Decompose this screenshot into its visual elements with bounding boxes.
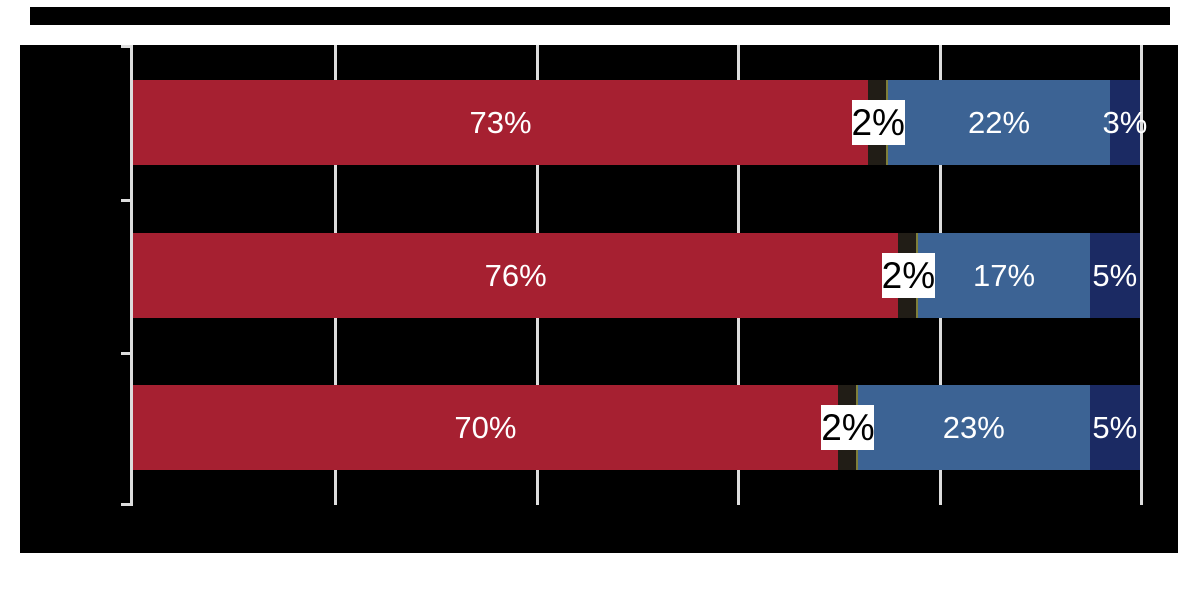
callout-value-label: 2% (821, 405, 875, 450)
bar-segment-segment-navy: 3% (1102, 80, 1147, 165)
bar-value-label: 5% (1092, 257, 1138, 293)
bar-value-label: 3% (1102, 104, 1148, 140)
y-axis-tick-3 (121, 503, 133, 506)
y-axis-line (130, 45, 133, 505)
chart-canvas: 73% 2% 22% 3% 76% 2% 17% 5% 70% 2% 23% 5% (20, 45, 1178, 553)
bar-value-label: 73% (469, 104, 532, 140)
y-axis-tick-1 (121, 199, 133, 202)
bar-value-label: 5% (1092, 409, 1138, 445)
chart-title-redacted (30, 7, 1170, 25)
bar-row-3: 70% 2% 23% 5% (133, 385, 1140, 470)
bar-row-1: 73% 2% 22% 3% (133, 80, 1147, 165)
bar-segment-segment-crimson: 73% (133, 80, 869, 165)
bar-segment-segment-crimson: 70% (133, 385, 838, 470)
bar-value-label: 76% (484, 257, 547, 293)
bar-value-label: 23% (942, 409, 1005, 445)
bar-value-label: 22% (967, 104, 1031, 140)
gridline-100-percent (1140, 45, 1143, 505)
bar-segment-segment-crimson: 76% (133, 233, 899, 318)
bar-segment-segment-steel-blue: 22% (888, 80, 1110, 165)
y-axis-tick-2 (121, 352, 133, 355)
bar-value-label: 17% (973, 257, 1036, 293)
bar-segment-segment-navy: 5% (1089, 385, 1140, 470)
bar-segment-segment-steel-blue: 23% (858, 385, 1090, 470)
bar-segment-segment-navy: 5% (1089, 233, 1140, 318)
callout-value-label: 2% (851, 100, 905, 145)
bar-segment-segment-steel-blue: 17% (918, 233, 1090, 318)
bar-value-label: 70% (454, 409, 517, 445)
callout-value-label: 2% (882, 253, 935, 298)
bar-row-2: 76% 2% 17% 5% (133, 233, 1140, 318)
y-axis-tick-0 (121, 45, 133, 48)
